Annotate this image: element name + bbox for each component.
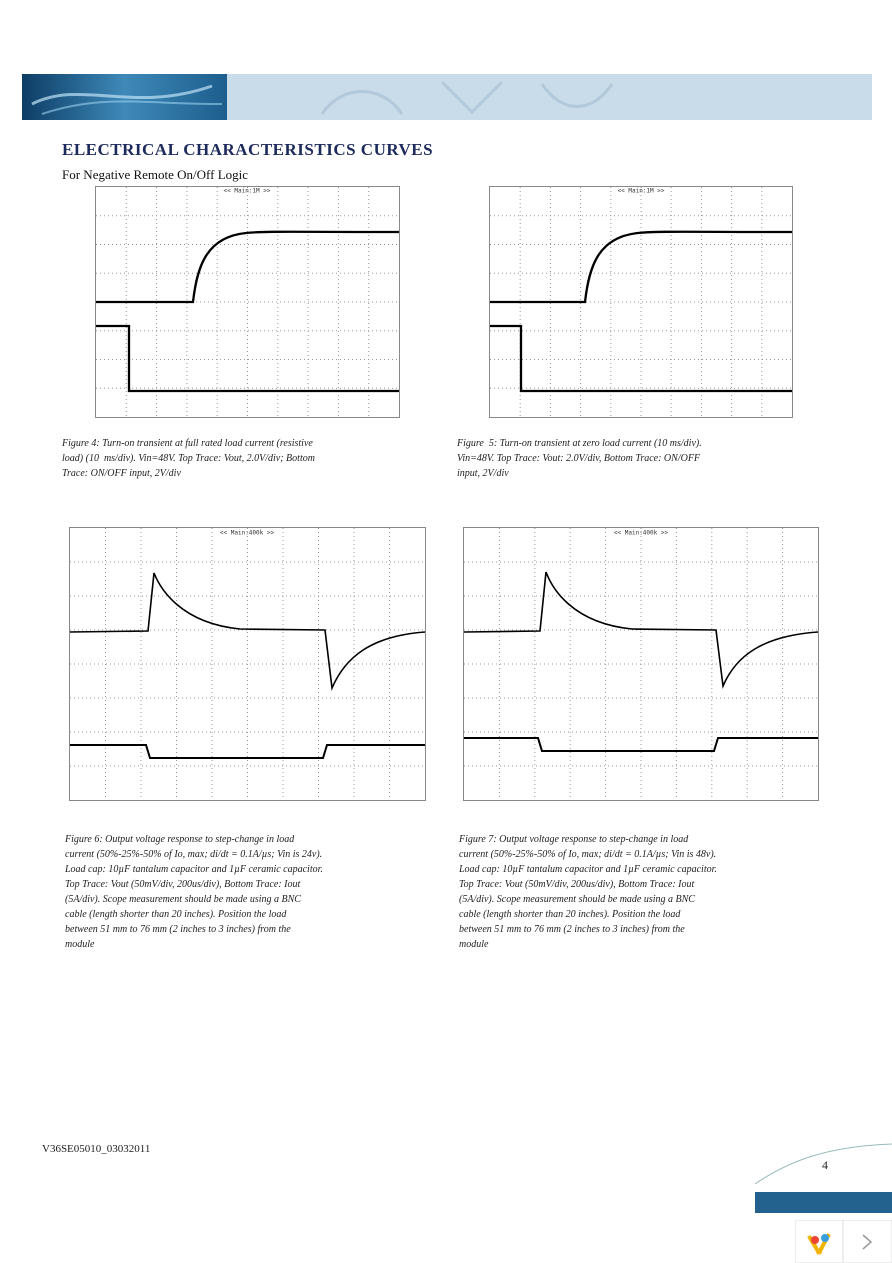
- caption-line: Top Trace: Vout (50mV/div, 200us/div), B…: [65, 879, 301, 890]
- viewer-controls[interactable]: [795, 1220, 892, 1263]
- caption-line: Figure 7: Output voltage response to ste…: [459, 834, 689, 845]
- caption-line: Figure 6: Output voltage response to ste…: [65, 834, 295, 845]
- scope-image: << Main:1M >>: [95, 186, 400, 418]
- caption-line: Load cap: 10µF tantalum capacitor and 1µ…: [65, 864, 323, 875]
- trace: [96, 324, 399, 393]
- caption-line: Trace: ON/OFF input, 2V/div: [62, 468, 181, 479]
- caption: Figure 4: Turn-on transient at full rate…: [62, 436, 315, 481]
- scope-plot: << Main:400k >>: [70, 528, 425, 800]
- scope-label: << Main:400k >>: [614, 530, 669, 537]
- caption-line: module: [459, 939, 489, 950]
- scope-label: << Main:400k >>: [220, 530, 275, 537]
- caption: Figure 6: Output voltage response to ste…: [65, 832, 323, 952]
- caption-line: module: [65, 939, 95, 950]
- scope-image: << Main:1M >>: [489, 186, 793, 418]
- caption-line: Figure 5: Turn-on transient at zero load…: [457, 438, 702, 449]
- caption-line: current (50%-25%-50% of Io, max; di/dt =…: [65, 849, 323, 860]
- caption-line: between 51 mm to 76 mm (2 inches to 3 in…: [459, 924, 685, 935]
- caption: Figure 5: Turn-on transient at zero load…: [457, 436, 702, 481]
- caption-line: between 51 mm to 76 mm (2 inches to 3 in…: [65, 924, 291, 935]
- caption-line: (5A/div). Scope measurement should be ma…: [65, 894, 301, 905]
- caption-line: Load cap: 10µF tantalum capacitor and 1µ…: [459, 864, 717, 875]
- trace: [70, 744, 425, 759]
- document-id: V36SE05010_03032011: [42, 1143, 151, 1155]
- scope-label: << Main:1M >>: [224, 188, 271, 195]
- section-subtitle: For Negative Remote On/Off Logic: [62, 167, 249, 182]
- trace: [490, 324, 792, 393]
- page-number: 4: [822, 1158, 828, 1172]
- caption-line: Figure 4: Turn-on transient at full rate…: [62, 438, 313, 449]
- scope-plot: << Main:400k >>: [464, 528, 818, 800]
- caption: Figure 7: Output voltage response to ste…: [459, 832, 717, 952]
- caption-line: Top Trace: Vout (50mV/div, 200us/div), B…: [459, 879, 695, 890]
- scope-label: << Main:1M >>: [618, 188, 665, 195]
- scope-plot: << Main:1M >>: [96, 187, 399, 417]
- caption-line: load) (10 ms/div). Vin=48V. Top Trace: V…: [62, 453, 315, 464]
- caption-line: input, 2V/div: [457, 468, 509, 479]
- caption-line: Vin=48V. Top Trace: Vout: 2.0V/div, Bott…: [457, 453, 701, 464]
- caption-line: current (50%-25%-50% of Io, max; di/dt =…: [459, 849, 717, 860]
- caption-line: (5A/div). Scope measurement should be ma…: [459, 894, 695, 905]
- trace: [464, 571, 818, 690]
- section-title: ELECTRICAL CHARACTERISTICS CURVES: [62, 140, 434, 159]
- caption-line: cable (length shorter than 20 inches). P…: [65, 909, 287, 920]
- trace: [96, 230, 399, 304]
- trace: [464, 737, 818, 752]
- header-banner: [22, 74, 872, 120]
- trace: [70, 572, 425, 692]
- scope-image: << Main:400k >>: [69, 527, 426, 801]
- trace: [490, 230, 792, 304]
- scope-plot: << Main:1M >>: [490, 187, 792, 417]
- scope-image: << Main:400k >>: [463, 527, 819, 801]
- caption-line: cable (length shorter than 20 inches). P…: [459, 909, 681, 920]
- footer-decoration: [754, 1143, 892, 1213]
